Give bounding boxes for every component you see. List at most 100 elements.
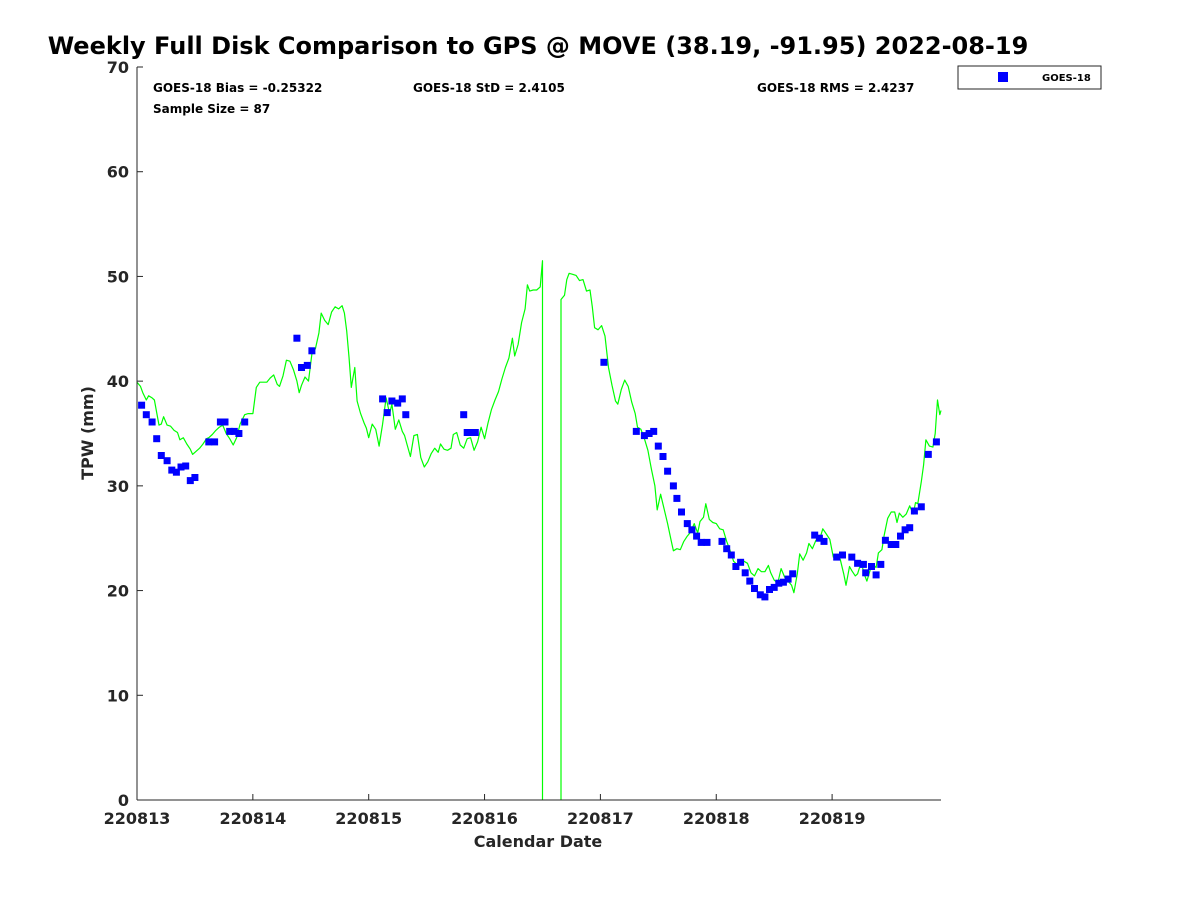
goes18-data-point xyxy=(811,531,819,539)
goes18-data-point xyxy=(906,524,914,532)
goes18-data-point xyxy=(600,358,608,366)
goes18-data-point xyxy=(211,438,219,446)
goes18-data-point xyxy=(168,466,176,474)
bias-stat: GOES-18 Bias = -0.25322 xyxy=(153,81,322,95)
x-axis-ticks: 220813 220814 220815 220816 220817 220818 2208… xyxy=(104,794,866,828)
goes18-data-point xyxy=(779,578,787,586)
goes18-data-point xyxy=(669,482,677,490)
legend-marker-goes18 xyxy=(998,72,1008,82)
goes18-data-point xyxy=(205,438,213,446)
goes18-data-point xyxy=(138,401,146,409)
legend: GOES-18 xyxy=(957,65,1102,90)
goes18-data-point xyxy=(693,532,701,540)
goes18-data-point xyxy=(308,347,316,355)
goes18-data-point xyxy=(872,571,880,579)
goes18-data-point xyxy=(186,477,194,485)
x-tick-label: 220818 xyxy=(683,809,750,828)
gps-tpw-line xyxy=(136,260,942,800)
y-tick-label: 20 xyxy=(107,582,129,601)
goes18-data-point xyxy=(756,591,764,599)
goes18-data-point xyxy=(751,585,758,592)
y-tick-label: 70 xyxy=(107,58,129,77)
goes18-data-point xyxy=(293,334,301,342)
goes18-data-point xyxy=(379,395,387,403)
goes18-data-point xyxy=(784,575,792,583)
legend-box xyxy=(957,65,1102,90)
goes18-data-point xyxy=(815,534,823,542)
goes18-data-point xyxy=(402,411,410,419)
goes18-data-point xyxy=(770,583,778,591)
goes18-data-point xyxy=(887,541,895,548)
goes18-data-point xyxy=(741,569,749,577)
goes18-data-point xyxy=(640,432,648,440)
goes18-data-point xyxy=(859,560,867,568)
goes18-data-point xyxy=(833,553,841,561)
goes18-data-point xyxy=(703,538,711,546)
plot-area xyxy=(136,260,942,800)
goes18-data-point xyxy=(727,551,735,559)
goes18-data-point xyxy=(172,468,180,476)
goes18-data-point xyxy=(892,541,900,548)
goes18-data-point xyxy=(766,586,773,593)
goes18-data-point xyxy=(177,463,185,471)
goes18-data-point xyxy=(163,457,171,465)
goes18-data-point xyxy=(910,507,918,515)
goes18-data-point xyxy=(191,474,199,481)
goes18-data-point xyxy=(142,411,150,419)
goes18-data-point xyxy=(230,427,238,435)
y-tick-label: 40 xyxy=(107,372,129,391)
goes18-data-point xyxy=(723,545,731,553)
x-tick-label: 220815 xyxy=(335,809,402,828)
y-tick-label: 10 xyxy=(107,686,129,705)
goes18-data-point xyxy=(854,559,862,567)
axes-frame xyxy=(137,67,941,800)
goes18-data-point xyxy=(775,579,783,587)
goes18-data-point xyxy=(471,429,479,436)
goes18-data-point xyxy=(924,450,932,458)
x-tick-label: 220816 xyxy=(451,809,518,828)
goes18-data-point xyxy=(862,569,870,577)
y-tick-label: 60 xyxy=(107,163,129,182)
goes18-data-point xyxy=(732,563,740,570)
goes18-data-point xyxy=(398,395,406,403)
goes18-data-point xyxy=(897,532,904,540)
goes18-data-point xyxy=(789,570,797,578)
chart-title: Weekly Full Disk Comparison to GPS @ MOV… xyxy=(48,32,1029,60)
goes18-data-point xyxy=(388,397,396,405)
goes18-data-point xyxy=(632,427,640,435)
legend-label-goes18: GOES-18 xyxy=(1042,73,1091,84)
x-tick-label: 220813 xyxy=(104,809,171,828)
goes18-data-point xyxy=(746,577,754,585)
goes18-data-point xyxy=(881,536,889,544)
goes18-data-point xyxy=(659,453,667,460)
y-axis-label: TPW (mm) xyxy=(78,386,97,480)
sample-size-stat: Sample Size = 87 xyxy=(153,102,270,116)
goes18-data-point xyxy=(868,563,875,570)
goes18-data-point xyxy=(901,526,909,534)
goes18-data-point xyxy=(394,399,402,407)
goes18-data-point xyxy=(182,462,190,470)
goes18-data-point xyxy=(737,558,745,566)
goes18-data-point xyxy=(153,435,161,443)
goes18-data-point xyxy=(645,430,653,437)
goes18-data-point xyxy=(383,409,391,417)
goes18-data-point xyxy=(226,427,234,435)
y-tick-label: 50 xyxy=(107,267,129,286)
y-axis-ticks: 0 10 20 30 40 50 60 70 xyxy=(107,58,143,810)
x-axis-label: Calendar Date xyxy=(474,832,603,851)
goes18-data-point xyxy=(467,429,475,436)
goes18-data-point xyxy=(688,526,696,534)
y-tick-label: 0 xyxy=(118,791,129,810)
goes18-data-point xyxy=(664,467,672,475)
goes18-data-point xyxy=(654,442,662,450)
goes18-data-point xyxy=(235,430,243,437)
goes18-data-point xyxy=(678,508,685,516)
goes18-data-point xyxy=(932,438,940,446)
goes18-data-point xyxy=(820,537,828,545)
std-stat: GOES-18 StD = 2.4105 xyxy=(413,81,565,95)
goes18-data-point xyxy=(839,551,846,559)
y-tick-label: 30 xyxy=(107,477,129,496)
x-tick-label: 220819 xyxy=(799,809,866,828)
goes18-data-point xyxy=(673,494,681,502)
goes18-data-point xyxy=(241,418,249,426)
